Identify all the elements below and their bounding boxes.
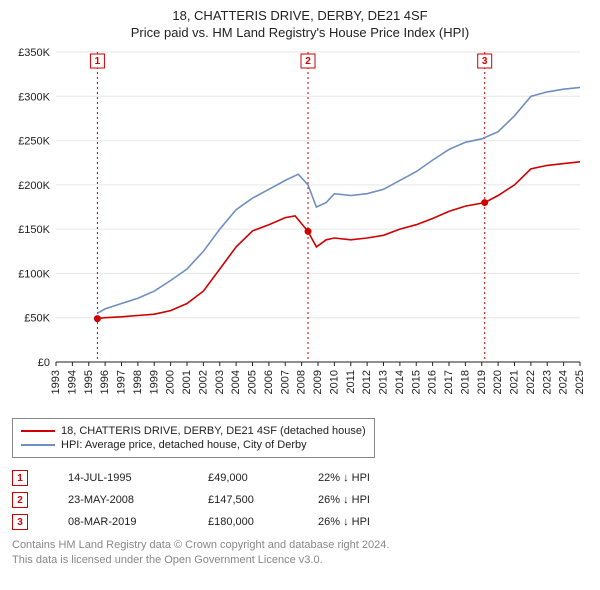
svg-text:2013: 2013: [378, 370, 390, 394]
svg-text:2009: 2009: [312, 370, 324, 394]
sales-row: 2 23-MAY-2008 £147,500 26% ↓ HPI: [12, 492, 588, 508]
svg-text:2017: 2017: [443, 370, 455, 394]
attribution: Contains HM Land Registry data © Crown c…: [12, 538, 588, 569]
svg-text:2006: 2006: [263, 370, 275, 394]
svg-text:1: 1: [95, 56, 101, 67]
sale-marker-icon: 3: [12, 514, 28, 530]
svg-text:1996: 1996: [99, 370, 111, 394]
legend-row: HPI: Average price, detached house, City…: [21, 439, 366, 451]
sales-row: 1 14-JUL-1995 £49,000 22% ↓ HPI: [12, 470, 588, 486]
sale-date: 14-JUL-1995: [68, 472, 168, 484]
sale-date: 08-MAR-2019: [68, 516, 168, 528]
svg-text:2007: 2007: [279, 370, 291, 394]
sales-table: 1 14-JUL-1995 £49,000 22% ↓ HPI 2 23-MAY…: [12, 470, 588, 530]
legend-row: 18, CHATTERIS DRIVE, DERBY, DE21 4SF (de…: [21, 425, 366, 437]
svg-text:2020: 2020: [492, 370, 504, 394]
svg-text:2004: 2004: [230, 370, 242, 394]
svg-text:1998: 1998: [132, 370, 144, 394]
svg-text:1994: 1994: [66, 370, 78, 394]
svg-text:£200K: £200K: [18, 180, 50, 192]
svg-text:2016: 2016: [427, 370, 439, 394]
svg-text:2012: 2012: [361, 370, 373, 394]
attribution-line: Contains HM Land Registry data © Crown c…: [12, 538, 588, 553]
svg-text:2005: 2005: [247, 370, 259, 394]
svg-text:1997: 1997: [116, 370, 128, 394]
svg-text:2001: 2001: [181, 370, 193, 394]
svg-text:2018: 2018: [459, 370, 471, 394]
svg-text:2010: 2010: [328, 370, 340, 394]
svg-text:2014: 2014: [394, 370, 406, 394]
svg-text:1993: 1993: [50, 370, 62, 394]
legend-swatch-series1: [21, 430, 55, 432]
svg-text:2024: 2024: [558, 370, 570, 394]
sale-date: 23-MAY-2008: [68, 494, 168, 506]
svg-text:1995: 1995: [83, 370, 95, 394]
svg-text:2019: 2019: [476, 370, 488, 394]
sale-pct: 26% ↓ HPI: [318, 516, 408, 528]
svg-text:2025: 2025: [574, 370, 586, 394]
svg-text:2015: 2015: [410, 370, 422, 394]
sale-marker-icon: 1: [12, 470, 28, 486]
svg-text:£150K: £150K: [18, 224, 50, 236]
sale-price: £147,500: [208, 494, 278, 506]
svg-text:£350K: £350K: [18, 47, 50, 59]
svg-text:2022: 2022: [525, 370, 537, 394]
svg-text:£50K: £50K: [24, 313, 50, 325]
svg-text:2021: 2021: [509, 370, 521, 394]
svg-text:2000: 2000: [165, 370, 177, 394]
svg-text:1999: 1999: [148, 370, 160, 394]
svg-text:2011: 2011: [345, 370, 357, 394]
svg-text:2002: 2002: [197, 370, 209, 394]
svg-text:£0: £0: [38, 357, 50, 369]
sale-pct: 26% ↓ HPI: [318, 494, 408, 506]
svg-text:2: 2: [305, 56, 311, 67]
title-sub: Price paid vs. HM Land Registry's House …: [8, 25, 592, 40]
svg-text:2003: 2003: [214, 370, 226, 394]
svg-text:£250K: £250K: [18, 136, 50, 148]
sale-marker-icon: 2: [12, 492, 28, 508]
legend-swatch-series2: [21, 444, 55, 446]
title-main: 18, CHATTERIS DRIVE, DERBY, DE21 4SF: [8, 8, 592, 23]
sales-row: 3 08-MAR-2019 £180,000 26% ↓ HPI: [12, 514, 588, 530]
svg-text:£100K: £100K: [18, 268, 50, 280]
svg-text:2023: 2023: [541, 370, 553, 394]
sale-price: £49,000: [208, 472, 278, 484]
sale-pct: 22% ↓ HPI: [318, 472, 408, 484]
sale-price: £180,000: [208, 516, 278, 528]
svg-text:2008: 2008: [296, 370, 308, 394]
legend: 18, CHATTERIS DRIVE, DERBY, DE21 4SF (de…: [12, 418, 375, 458]
legend-label: HPI: Average price, detached house, City…: [61, 439, 307, 451]
svg-text:3: 3: [482, 56, 488, 67]
svg-text:£300K: £300K: [18, 91, 50, 103]
legend-label: 18, CHATTERIS DRIVE, DERBY, DE21 4SF (de…: [61, 425, 366, 437]
attribution-line: This data is licensed under the Open Gov…: [12, 553, 588, 568]
price-chart: £0 £50K £100K £150K £200K £250K £300K £350K 1993…: [8, 46, 592, 412]
